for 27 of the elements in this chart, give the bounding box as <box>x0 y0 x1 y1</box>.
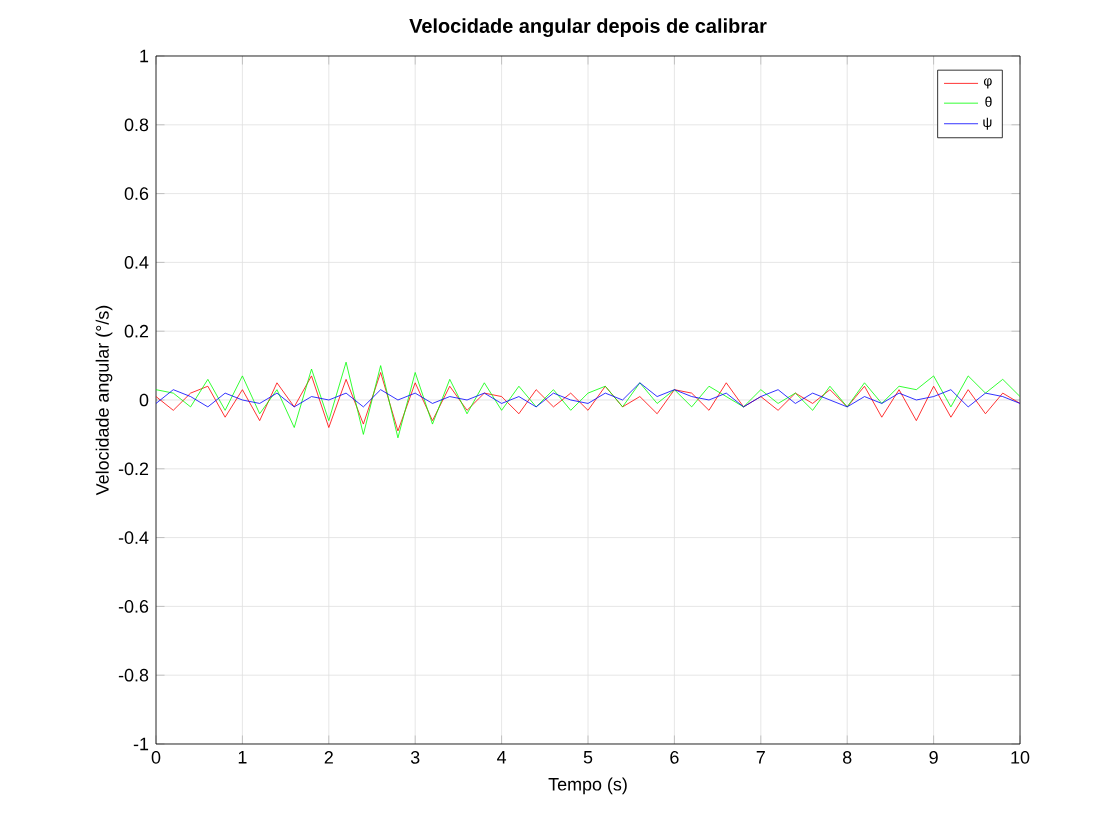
x-tick-label: 5 <box>583 751 593 764</box>
y-tick-label: -0.8 <box>118 668 149 682</box>
x-tick-label: 9 <box>929 751 938 764</box>
x-tick-label: 6 <box>670 751 679 764</box>
x-tick-label: 3 <box>410 751 420 764</box>
y-axis-title: Velocidade angular (°/s) <box>95 305 113 496</box>
x-tick-label: 7 <box>756 751 765 764</box>
y-tick-label: -1 <box>133 737 149 751</box>
y-tick-label: -0.4 <box>118 531 149 544</box>
y-tick-label: 0.4 <box>124 256 149 269</box>
x-tick-label: 8 <box>843 751 852 764</box>
y-tick-label: 1 <box>140 49 149 63</box>
y-tick-label: 0.8 <box>124 118 149 132</box>
x-tick-label: 2 <box>324 751 333 764</box>
x-tick-label: 0 <box>151 751 161 764</box>
y-tick-label: 0.6 <box>124 187 149 200</box>
y-tick-label: 0.2 <box>124 324 149 338</box>
x-tick-label: 1 <box>238 751 247 764</box>
line-series <box>156 372 1021 432</box>
x-tick-label: 4 <box>497 751 507 764</box>
y-tick-label: 0 <box>139 393 149 407</box>
y-tick-label: -0.2 <box>118 462 149 476</box>
line-series <box>156 382 1021 408</box>
x-axis-title: Tempo (s) <box>548 777 627 795</box>
x-tick-label: 10 <box>1011 751 1030 764</box>
y-tick-label: -0.6 <box>118 600 149 613</box>
chart-title: Velocidade angular depois de calibrar <box>409 18 767 37</box>
